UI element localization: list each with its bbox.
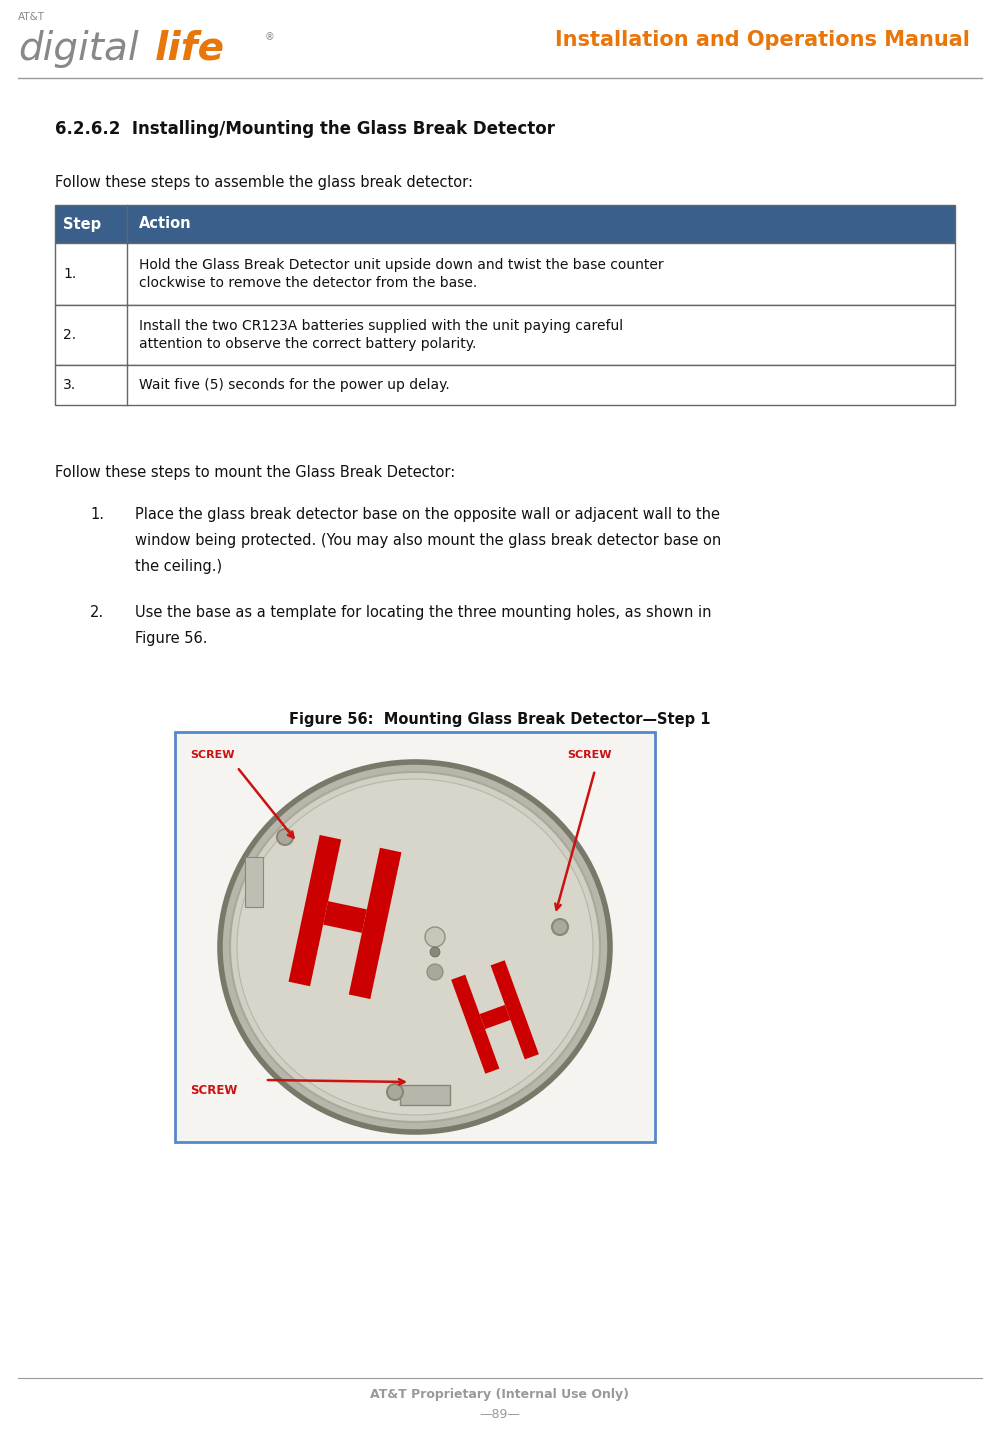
- Text: clockwise to remove the detector from the base.: clockwise to remove the detector from th…: [139, 276, 477, 290]
- Text: 2.: 2.: [90, 605, 104, 620]
- Text: Follow these steps to assemble the glass break detector:: Follow these steps to assemble the glass…: [55, 175, 473, 190]
- Text: SCREW: SCREW: [190, 1084, 237, 1097]
- Text: 6.2.6.2  Installing/Mounting the Glass Break Detector: 6.2.6.2 Installing/Mounting the Glass Br…: [55, 120, 555, 139]
- Bar: [245, 857, 263, 908]
- Ellipse shape: [237, 779, 593, 1115]
- Text: AT&T Proprietary (Internal Use Only): AT&T Proprietary (Internal Use Only): [370, 1388, 630, 1401]
- Text: SCREW: SCREW: [190, 750, 234, 760]
- Polygon shape: [451, 974, 499, 1074]
- Text: AT&T: AT&T: [18, 12, 45, 22]
- Bar: [55, 205, 955, 242]
- Polygon shape: [480, 1004, 510, 1029]
- Text: Install the two CR123A batteries supplied with the unit paying careful: Install the two CR123A batteries supplie…: [139, 319, 623, 333]
- Text: 1.: 1.: [90, 506, 104, 522]
- Circle shape: [430, 947, 440, 957]
- Ellipse shape: [220, 762, 610, 1131]
- Text: Wait five (5) seconds for the power up delay.: Wait five (5) seconds for the power up d…: [139, 378, 450, 392]
- Circle shape: [387, 1084, 403, 1100]
- Polygon shape: [323, 900, 367, 932]
- Polygon shape: [491, 960, 539, 1059]
- Text: SCREW: SCREW: [567, 750, 612, 760]
- Text: Figure 56.: Figure 56.: [135, 631, 208, 646]
- Text: —89—: —89—: [480, 1408, 520, 1421]
- Text: Hold the Glass Break Detector unit upside down and twist the base counter: Hold the Glass Break Detector unit upsid…: [139, 258, 664, 271]
- Text: Step: Step: [63, 216, 101, 231]
- Text: Place the glass break detector base on the opposite wall or adjacent wall to the: Place the glass break detector base on t…: [135, 506, 720, 522]
- Text: ®: ®: [265, 32, 275, 42]
- Ellipse shape: [230, 772, 600, 1123]
- Text: window being protected. (You may also mount the glass break detector base on: window being protected. (You may also mo…: [135, 532, 721, 548]
- Text: Figure 56:  Mounting Glass Break Detector—Step 1: Figure 56: Mounting Glass Break Detector…: [289, 711, 711, 727]
- Text: Action: Action: [139, 216, 192, 231]
- Bar: [175, 732, 655, 1141]
- Text: digital: digital: [18, 30, 139, 68]
- Text: attention to observe the correct battery polarity.: attention to observe the correct battery…: [139, 338, 476, 351]
- Circle shape: [277, 828, 293, 846]
- Circle shape: [427, 964, 443, 980]
- Bar: [400, 1085, 450, 1105]
- Text: 2.: 2.: [63, 328, 76, 342]
- Circle shape: [425, 926, 445, 947]
- Text: 3.: 3.: [63, 378, 76, 392]
- Text: life: life: [155, 30, 225, 68]
- Text: Follow these steps to mount the Glass Break Detector:: Follow these steps to mount the Glass Br…: [55, 465, 455, 481]
- Text: the ceiling.): the ceiling.): [135, 558, 222, 574]
- Polygon shape: [349, 847, 401, 999]
- Circle shape: [552, 919, 568, 935]
- Text: Installation and Operations Manual: Installation and Operations Manual: [555, 30, 970, 51]
- Text: 1.: 1.: [63, 267, 76, 281]
- Polygon shape: [289, 835, 341, 986]
- Text: Use the base as a template for locating the three mounting holes, as shown in: Use the base as a template for locating …: [135, 605, 712, 620]
- Bar: [55, 304, 955, 365]
- Bar: [55, 242, 955, 304]
- Bar: [55, 365, 955, 405]
